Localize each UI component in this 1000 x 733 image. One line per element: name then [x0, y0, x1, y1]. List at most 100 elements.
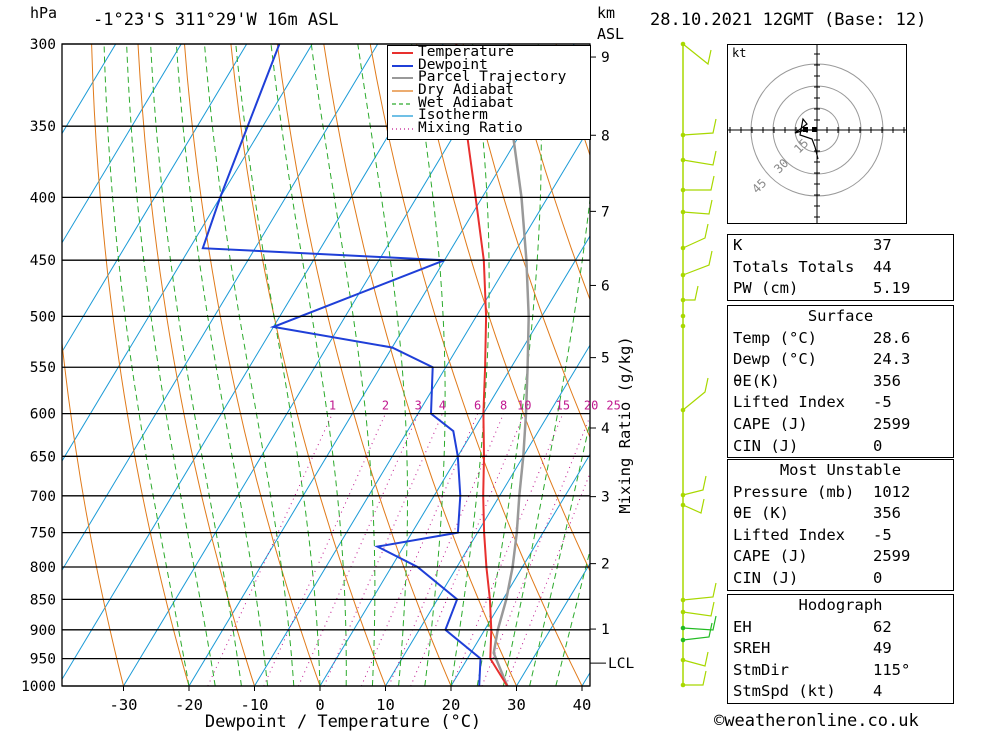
wind-barb	[683, 285, 699, 301]
table-row: CAPE (J) 2599	[728, 414, 953, 436]
legend-swatch	[392, 103, 413, 105]
wind-barb	[683, 670, 707, 686]
row-label: Dewp (°C)	[733, 350, 817, 369]
wind-barb	[682, 601, 715, 617]
chart-legend: Temperature Dewpoint Parcel Trajectory Dry …	[387, 45, 591, 140]
legend-swatch	[392, 90, 413, 92]
row-label: SREH	[733, 639, 771, 658]
datetime-title: 28.10.2021 12GMT (Base: 12)	[650, 10, 927, 30]
row-label: CIN (J)	[733, 436, 799, 455]
temperature-tick-label: 40	[573, 696, 592, 714]
row-label: Lifted Index	[733, 393, 845, 412]
temperature-tick-label: 20	[442, 696, 461, 714]
plot-frame	[61, 43, 591, 687]
legend-entry: Temperature	[388, 44, 590, 60]
row-label: Lifted Index	[733, 525, 845, 544]
mixing-ratio-label: 25	[606, 399, 620, 413]
isotherm-line	[516, 562, 590, 686]
legend-label: Temperature	[418, 44, 515, 60]
temperature-tick-label: 30	[507, 696, 526, 714]
legend-label: Dry Adiabat	[418, 82, 515, 99]
km-tick-label: 4	[601, 421, 610, 437]
table-row: CAPE (J) 2599	[728, 546, 953, 568]
pressure-tick-label: 650	[30, 449, 56, 465]
mixing-ratio-label: 2	[382, 399, 389, 413]
row-value: -5	[873, 525, 892, 544]
pressure-tick-label: 600	[30, 407, 56, 423]
hodograph-stats-table: Hodograph EH 62 SREH 49 StmDir 115° StmSpd (kt…	[727, 594, 954, 704]
table-row: Lifted Index -5	[728, 392, 953, 414]
wind-barb	[683, 175, 715, 191]
row-value: -5	[873, 393, 892, 412]
isotherm-line	[123, 44, 510, 686]
wind-barb	[682, 498, 705, 514]
wind-barb	[682, 622, 713, 641]
mixing-ratio-label: 1	[329, 399, 336, 413]
pressure-tick-label: 550	[30, 360, 56, 376]
row-label: θE (K)	[733, 504, 789, 523]
mixing-ratio-label: 4	[439, 399, 446, 413]
most-unstable-table: Most Unstable Pressure (mb) 1012 θE (K) 356…	[727, 459, 954, 591]
mixing-ratio-line	[298, 413, 419, 686]
isotherm-line	[62, 44, 444, 681]
mixing-ratio-axis-title: Mixing Ratio (g/kg)	[616, 336, 634, 513]
row-label: CAPE (J)	[733, 414, 808, 433]
height-unit-label: km	[597, 4, 616, 22]
legend-label: Wet Adiabat	[418, 94, 515, 111]
copyright-link[interactable]: ©weatheronline.co.uk	[714, 711, 919, 731]
isotherm-line	[62, 44, 248, 353]
row-value: 1012	[873, 482, 911, 501]
wind-barb	[682, 223, 709, 249]
legend-swatch	[392, 52, 413, 54]
wind-barb	[682, 377, 709, 411]
pressure-tick-label: 400	[30, 190, 56, 206]
isotherm-line	[188, 44, 575, 686]
row-value: 5.19	[873, 279, 911, 298]
table-row: EH 62	[728, 617, 953, 639]
km-tick-label: 1	[601, 622, 610, 638]
mixing-ratio-line	[410, 413, 525, 686]
row-label: CAPE (J)	[733, 547, 808, 566]
row-value: 28.6	[873, 328, 911, 347]
row-label: StmSpd (kt)	[733, 682, 836, 701]
pressure-unit-label: hPa	[30, 4, 58, 22]
isotherm-line	[319, 235, 590, 686]
table-row: Lifted Index -5	[728, 525, 953, 547]
wet-adiabat-line	[310, 44, 376, 686]
pressure-tick-label: 450	[30, 253, 56, 269]
isotherm-line	[385, 344, 590, 686]
km-tick-label: 6	[601, 278, 610, 294]
pressure-tick-label: 500	[30, 309, 56, 325]
dry-adiabat-line	[509, 44, 590, 301]
table-row: StmDir 115°	[728, 660, 953, 682]
dry-adiabat-line	[137, 44, 255, 686]
km-tick-label: 9	[601, 50, 610, 66]
temperature-tick-label: -10	[241, 696, 269, 714]
legend-swatch	[392, 64, 413, 67]
isotherm-line	[62, 44, 379, 572]
wind-barb	[682, 582, 717, 601]
dry-adiabat-line	[974, 44, 1000, 686]
dry-adiabat-line	[62, 339, 124, 686]
row-value: 356	[873, 371, 901, 390]
pressure-tick-label: 350	[30, 119, 56, 135]
mixing-ratio-label: 6	[474, 399, 481, 413]
hodograph-unit: kt	[732, 46, 746, 60]
location-title: -1°23'S 311°29'W 16m ASL	[93, 10, 339, 30]
temperature-tick-label: -20	[175, 696, 203, 714]
table-row: CIN (J) 0	[728, 436, 953, 458]
legend-entry: Wet Adiabat	[388, 94, 590, 111]
mixing-ratio-line	[505, 471, 590, 686]
legend-label: Mixing Ratio	[418, 120, 523, 137]
row-value: 49	[873, 639, 892, 658]
wind-level-dot	[680, 313, 686, 319]
isotherm-line	[254, 125, 590, 686]
dewpoint-line	[201, 44, 482, 686]
table-row: CIN (J) 0	[728, 568, 953, 590]
most-unstable-title: Most Unstable	[779, 461, 902, 479]
legend-entry: Mixing Ratio	[388, 120, 590, 137]
wind-barb	[682, 250, 713, 276]
dry-adiabat-line	[462, 44, 590, 439]
